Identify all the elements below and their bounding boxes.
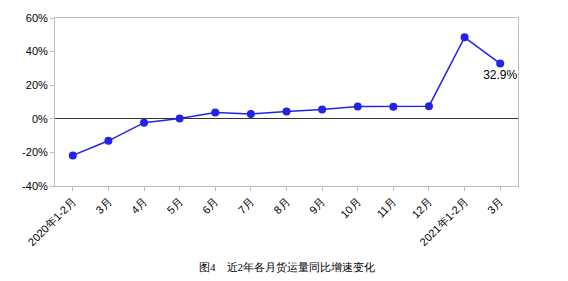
svg-text:7月: 7月 <box>236 196 257 217</box>
svg-text:9月: 9月 <box>307 196 328 217</box>
svg-text:12月: 12月 <box>409 196 434 221</box>
svg-text:图4 近2年各月货运量同比增速变化: 图4 近2年各月货运量同比增速变化 <box>199 261 375 273</box>
svg-text:32.9%: 32.9% <box>483 68 517 82</box>
svg-text:11月: 11月 <box>374 196 398 220</box>
svg-text:-20%: -20% <box>22 146 48 158</box>
svg-text:2020年1-2月: 2020年1-2月 <box>26 196 79 249</box>
svg-text:4月: 4月 <box>129 196 150 217</box>
svg-text:0%: 0% <box>32 113 48 125</box>
svg-text:10月: 10月 <box>338 196 363 221</box>
svg-text:3月: 3月 <box>485 196 506 217</box>
svg-text:60%: 60% <box>26 12 48 24</box>
svg-text:-40%: -40% <box>22 180 48 192</box>
svg-text:6月: 6月 <box>200 196 221 217</box>
svg-text:8月: 8月 <box>271 196 292 217</box>
svg-text:20%: 20% <box>26 79 48 91</box>
svg-text:5月: 5月 <box>164 196 185 217</box>
svg-text:2021年1-2月: 2021年1-2月 <box>417 196 470 249</box>
svg-text:3月: 3月 <box>93 196 114 217</box>
svg-text:40%: 40% <box>26 45 48 57</box>
